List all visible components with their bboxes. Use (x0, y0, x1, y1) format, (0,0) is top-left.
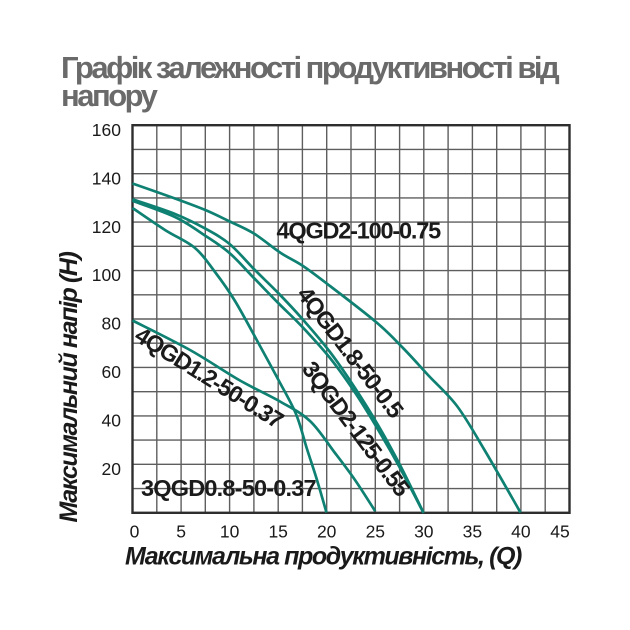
svg-text:Максимальна продуктивність, (Q: Максимальна продуктивність, (Q) (125, 543, 522, 571)
svg-text:10: 10 (220, 522, 240, 542)
svg-text:80: 80 (102, 314, 122, 334)
svg-text:40: 40 (102, 411, 122, 431)
svg-text:3QGD0.8-50-0.37: 3QGD0.8-50-0.37 (141, 475, 317, 501)
svg-text:0: 0 (130, 522, 140, 542)
svg-text:140: 140 (92, 168, 121, 188)
svg-text:120: 120 (92, 217, 121, 237)
svg-text:25: 25 (366, 522, 385, 542)
svg-text:Максимальний напір (Н): Максимальний напір (Н) (55, 251, 83, 522)
svg-text:4QGD1.2-50-0.37: 4QGD1.2-50-0.37 (130, 322, 288, 434)
svg-text:160: 160 (92, 120, 121, 140)
svg-text:60: 60 (102, 362, 122, 382)
svg-text:35: 35 (463, 522, 482, 542)
svg-text:5: 5 (176, 522, 186, 542)
svg-text:30: 30 (414, 522, 434, 542)
svg-text:20: 20 (317, 522, 337, 542)
svg-text:15: 15 (268, 522, 287, 542)
svg-text:45: 45 (550, 522, 569, 542)
svg-text:100: 100 (92, 265, 121, 285)
svg-text:20: 20 (102, 459, 122, 479)
svg-text:40: 40 (511, 522, 531, 542)
svg-text:4QGD2-100-0.75: 4QGD2-100-0.75 (277, 218, 442, 244)
